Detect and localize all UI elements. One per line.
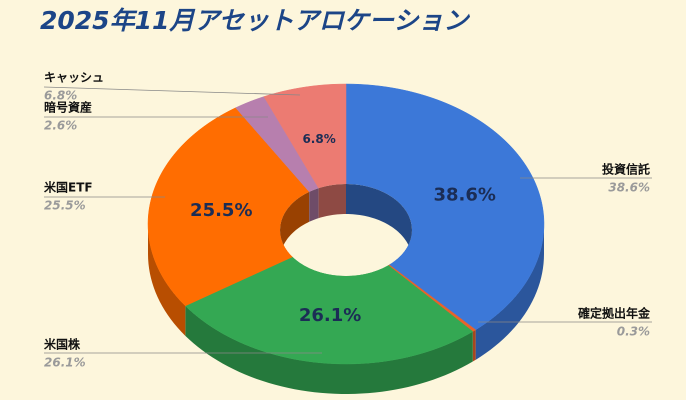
- inner-wall: [318, 184, 346, 219]
- value-label: 38.6%: [608, 181, 650, 195]
- slice-side: [185, 305, 473, 394]
- hole: [280, 184, 412, 276]
- slice-side: [148, 224, 186, 336]
- side-walls: [148, 224, 544, 394]
- slice-label: 25.5%: [190, 200, 252, 221]
- slice-label: 26.1%: [299, 305, 361, 326]
- chart-title: 2025年11月アセットアロケーション: [40, 6, 470, 35]
- value-label: 2.6%: [44, 119, 77, 133]
- legend-label: 米国株: [44, 337, 81, 352]
- legend-label: 投資信託: [602, 162, 650, 177]
- legend-label: キャッシュ: [44, 71, 104, 85]
- slice-side: [475, 224, 544, 360]
- leader-line: [43, 86, 301, 96]
- legend-label: 米国ETF: [44, 180, 93, 195]
- legend-label: 暗号資産: [44, 100, 92, 115]
- legend-label: 確定拠出年金: [578, 306, 651, 321]
- inner-wall: [309, 188, 319, 222]
- value-label: 26.1%: [44, 356, 86, 370]
- value-label: 0.3%: [617, 325, 650, 339]
- slice-side: [472, 329, 476, 362]
- value-label: 6.8%: [44, 89, 77, 103]
- inner-wall: [280, 191, 310, 260]
- slice-label: 6.8%: [302, 132, 335, 146]
- value-label: 25.5%: [44, 199, 86, 213]
- slice-label: 38.6%: [434, 185, 496, 206]
- inner-wall: [346, 184, 412, 260]
